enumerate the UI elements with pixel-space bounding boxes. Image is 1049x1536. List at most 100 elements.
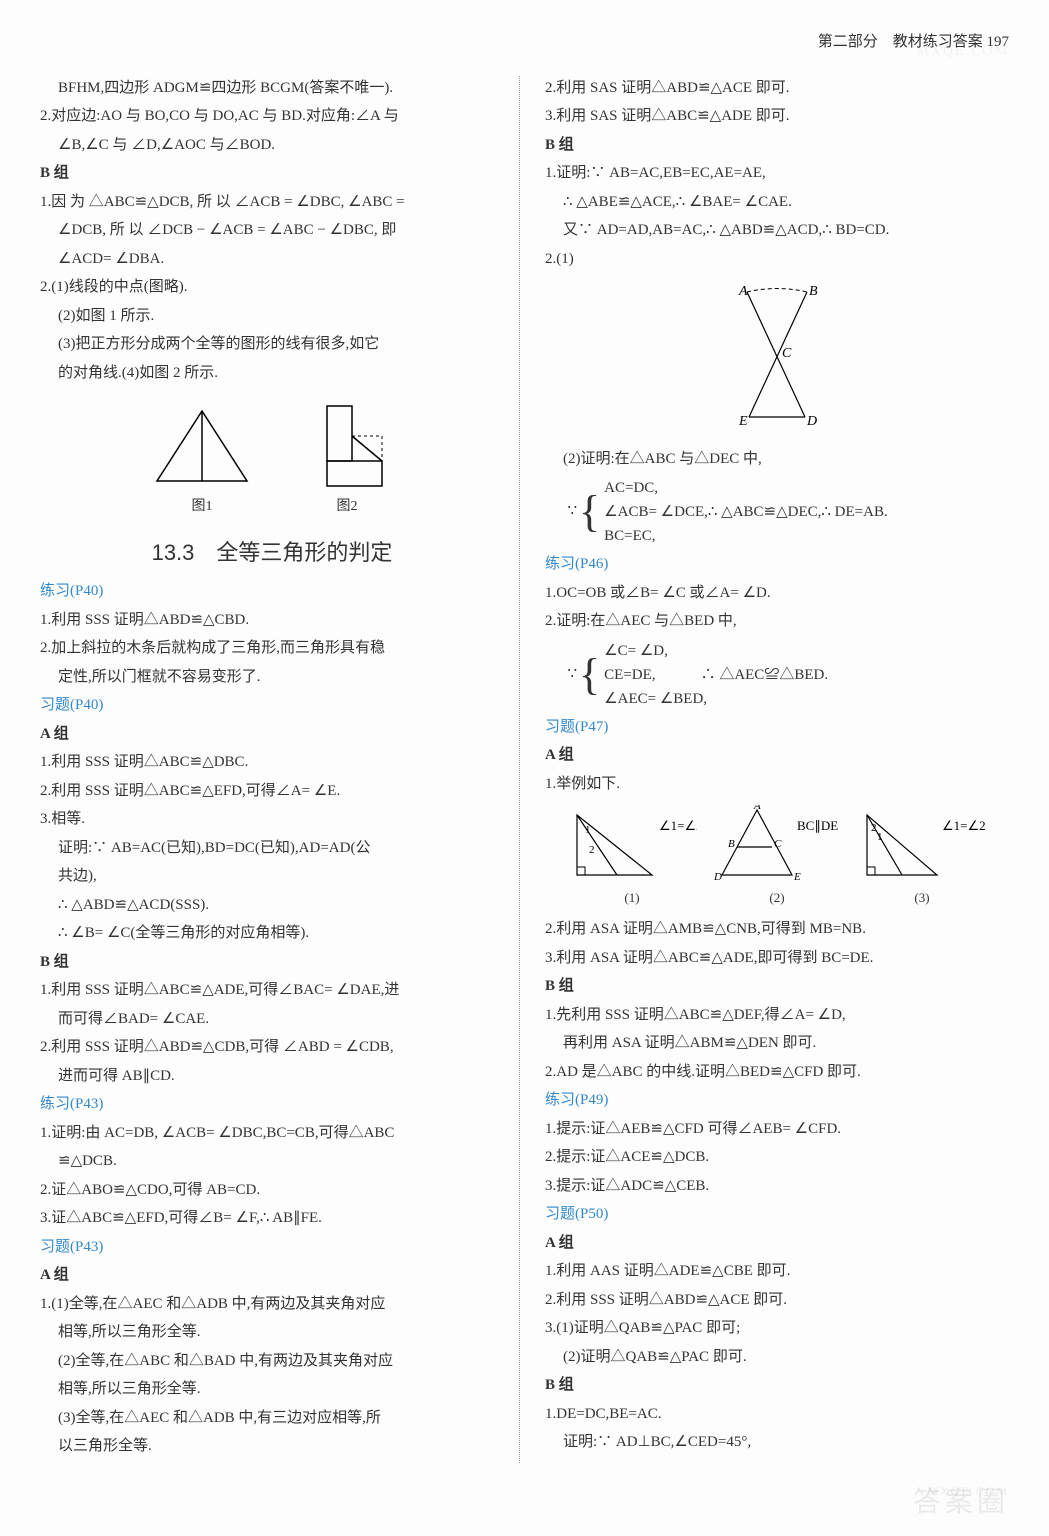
text-line: (3)把正方形分成两个全等的图形的线有很多,如它 [40, 332, 504, 358]
example-figures: 1 2 ∠1=∠2 (1) A B C D E BC∥DE (2) [545, 805, 1009, 909]
left-column: BFHM,四边形 ADGM≌四边形 BCGM(答案不唯一). 2.对应边:AO … [40, 76, 520, 1463]
text-line: 3.提示:证△ADC≌△CEB. [545, 1174, 1009, 1200]
text-line: BFHM,四边形 ADGM≌四边形 BCGM(答案不唯一). [40, 76, 504, 102]
group-label: B 组 [545, 974, 1009, 1000]
text-line: 而可得∠BAD= ∠CAE. [40, 1007, 504, 1033]
part-label: 第二部分 [818, 34, 878, 50]
text-line: 1.提示:证△AEB≌△CFD 可得∠AEB= ∠CFD. [545, 1117, 1009, 1143]
text-line: 2.加上斜拉的木条后就构成了三角形,而三角形具有稳 [40, 636, 504, 662]
text-line: 共边), [40, 864, 504, 890]
text-line: 1.利用 AAS 证明△ADE≌△CBE 即可. [545, 1259, 1009, 1285]
text-line: 再利用 ASA 证明△ABM≌△DEN 即可. [545, 1031, 1009, 1057]
triangle-ex1-icon: 1 2 ∠1=∠2 [567, 805, 697, 885]
exercise-link: 习题(P47) [545, 715, 1009, 741]
text-line: 相等,所以三角形全等. [40, 1320, 504, 1346]
example-3: 2 1 ∠1=∠2 (3) [857, 805, 987, 909]
group-label: B 组 [545, 1373, 1009, 1399]
text-line: 1.先利用 SSS 证明△ABC≌△DEF,得∠A= ∠D, [545, 1003, 1009, 1029]
triangle-ex2-icon: A B C D E BC∥DE [712, 805, 842, 885]
group-label: B 组 [40, 161, 504, 187]
fig-label: 图2 [337, 499, 358, 514]
brace-icon: { [579, 657, 600, 692]
text-line: 又∵ AD=AD,AB=AC,∴ △ABD≌△ACD,∴ BD=CD. [545, 218, 1009, 244]
text-line: 以三角形全等. [40, 1434, 504, 1460]
group-label: A 组 [545, 743, 1009, 769]
text-line: 2.(1)线段的中点(图略). [40, 275, 504, 301]
text-line: (2)证明:在△ABC 与△DEC 中, [545, 447, 1009, 473]
text-line: 3.证△ABC≌△EFD,可得∠B= ∠F,∴ AB∥FE. [40, 1206, 504, 1232]
text-line: 定性,所以门框就不容易变形了. [40, 665, 504, 691]
text-line: 证明:∵ AD⊥BC,∠CED=45°, [545, 1430, 1009, 1456]
brace-icon: { [579, 494, 600, 529]
text-line: 1.利用 SSS 证明△ABC≌△ADE,可得∠BAC= ∠DAE,进 [40, 978, 504, 1004]
exercise-link: 练习(P46) [545, 552, 1009, 578]
figure-2: 图2 [302, 401, 392, 519]
text-line: 2.利用 SSS 证明△ABD≌△ACE 即可. [545, 1288, 1009, 1314]
text-line: 2.利用 SSS 证明△ABC≌△EFD,可得∠A= ∠E. [40, 779, 504, 805]
text-line: 相等,所以三角形全等. [40, 1377, 504, 1403]
text-line: 3.相等. [40, 807, 504, 833]
exercise-link: 习题(P50) [545, 1202, 1009, 1228]
svg-text:C: C [774, 838, 782, 850]
text-line: 2.AD 是△ABC 的中线.证明△BED≌△CFD 即可. [545, 1060, 1009, 1086]
brace-line: ∠C= ∠D, [604, 639, 828, 663]
vertex-label: D [806, 414, 817, 427]
text-line: 1.因 为 △ABC≌△DCB, 所 以 ∠ACB = ∠DBC, ∠ABC = [40, 190, 504, 216]
example-1: 1 2 ∠1=∠2 (1) [567, 805, 697, 909]
group-label: B 组 [545, 133, 1009, 159]
box-shape-icon [302, 401, 392, 491]
exercise-link: 练习(P40) [40, 579, 504, 605]
exercise-link: 练习(P49) [545, 1088, 1009, 1114]
page-header: 第二部分 教材练习答案 197 [40, 30, 1009, 56]
svg-text:2: 2 [589, 844, 595, 856]
brace-line: BC=EC, [604, 524, 888, 548]
vertex-label: C [782, 346, 792, 361]
group-label: A 组 [545, 1231, 1009, 1257]
text-line: 3.利用 SAS 证明△ABC≌△ADE 即可. [545, 104, 1009, 130]
brace-line: ∠ACB= ∠DCE,∴ △ABC≌△DEC,∴ DE=AB. [604, 500, 888, 524]
text-line: (2)全等,在△ABC 和△BAD 中,有两边及其夹角对应 [40, 1349, 504, 1375]
text-line: 3.利用 ASA 证明△ABC≌△ADE,即可得到 BC=DE. [545, 946, 1009, 972]
group-label: A 组 [40, 1263, 504, 1289]
text-line: 证明:∵ AB=AC(已知),BD=DC(已知),AD=AD(公 [40, 836, 504, 862]
text-line: 1.利用 SSS 证明△ABD≌△CBD. [40, 608, 504, 634]
content-columns: BFHM,四边形 ADGM≌四边形 BCGM(答案不唯一). 2.对应边:AO … [40, 76, 1009, 1463]
text-line: 2.利用 SAS 证明△ABD≌△ACE 即可. [545, 76, 1009, 102]
text-line: ∠B,∠C 与 ∠D,∠AOC 与∠BOD. [40, 133, 504, 159]
text-line: (2)如图 1 所示. [40, 304, 504, 330]
watermark-top: MXQE.COM [916, 40, 1009, 64]
ex-num: (3) [914, 890, 929, 905]
svg-text:BC∥DE: BC∥DE [797, 818, 838, 833]
svg-text:2: 2 [871, 822, 877, 834]
brace-line: AC=DC, [604, 476, 888, 500]
text-line: 2.证明:在△AEC 与△BED 中, [545, 609, 1009, 635]
section-title: 13.3 全等三角形的判定 [40, 534, 504, 571]
group-label: B 组 [40, 950, 504, 976]
text-line: 2.证△ABO≌△CDO,可得 AB=CD. [40, 1178, 504, 1204]
svg-text:B: B [728, 838, 735, 850]
text-line: 1.举例如下. [545, 772, 1009, 798]
svg-text:1: 1 [585, 824, 591, 836]
svg-text:E: E [793, 871, 801, 883]
vertex-label: A [738, 284, 748, 299]
svg-text:D: D [713, 871, 722, 883]
svg-text:A: A [753, 805, 761, 812]
text-line: 1.(1)全等,在△AEC 和△ADB 中,有两边及其夹角对应 [40, 1292, 504, 1318]
figure-1: 图1 [152, 406, 252, 519]
text-line: 2.(1) [545, 247, 1009, 273]
vertex-label: B [809, 284, 818, 299]
text-line: ∴ △ABD≌△ACD(SSS). [40, 893, 504, 919]
crossing-triangle-icon: A B C E D [717, 277, 837, 427]
text-line: 的对角线.(4)如图 2 所示. [40, 361, 504, 387]
ex-num: (2) [769, 890, 784, 905]
brace-line: ∠AEC= ∠BED, [604, 687, 828, 711]
brace-system: ∵ { ∠C= ∠D, CE=DE, ∴ △AEC≌△BED. ∠AEC= ∠B… [568, 639, 1010, 711]
exercise-link: 习题(P40) [40, 693, 504, 719]
triangle-icon [152, 406, 252, 491]
text-line: (3)全等,在△AEC 和△ADB 中,有三边对应相等,所 [40, 1406, 504, 1432]
text-line: 1.证明:∵ AB=AC,EB=EC,AE=AE, [545, 161, 1009, 187]
svg-text:1: 1 [877, 831, 883, 843]
text-line: ∠ACD= ∠DBA. [40, 247, 504, 273]
text-line: ≌△DCB. [40, 1149, 504, 1175]
vertex-label: E [738, 414, 748, 427]
